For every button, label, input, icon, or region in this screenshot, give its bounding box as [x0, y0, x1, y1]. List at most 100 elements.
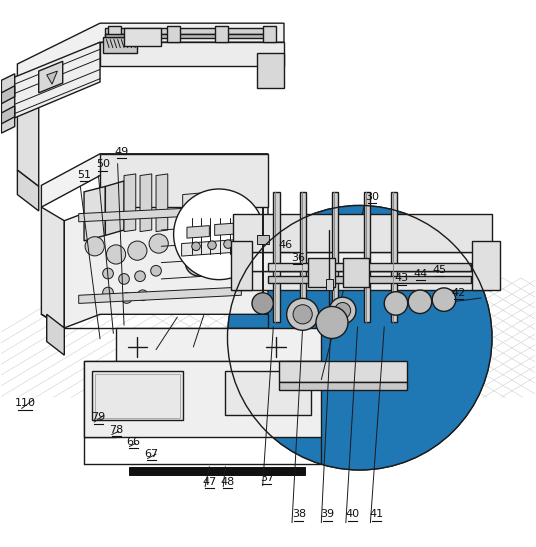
Circle shape — [252, 293, 273, 314]
Polygon shape — [215, 222, 248, 235]
Polygon shape — [167, 26, 180, 42]
Polygon shape — [225, 371, 311, 415]
Text: 51: 51 — [77, 170, 91, 180]
Circle shape — [85, 237, 105, 256]
Polygon shape — [343, 258, 369, 287]
Polygon shape — [7, 42, 100, 121]
Polygon shape — [140, 174, 152, 231]
Polygon shape — [183, 191, 225, 234]
Polygon shape — [215, 26, 228, 42]
Polygon shape — [92, 371, 183, 421]
Polygon shape — [103, 37, 137, 53]
Text: 46: 46 — [278, 240, 292, 250]
Polygon shape — [273, 192, 280, 323]
Circle shape — [149, 234, 168, 253]
Text: 49: 49 — [114, 147, 129, 156]
Circle shape — [287, 298, 319, 330]
Circle shape — [334, 302, 351, 318]
Text: 38: 38 — [292, 509, 306, 520]
Circle shape — [408, 290, 431, 313]
Text: 50: 50 — [96, 159, 110, 169]
Circle shape — [151, 265, 161, 276]
Polygon shape — [308, 258, 334, 287]
Text: 39: 39 — [321, 509, 335, 520]
Text: 40: 40 — [345, 509, 359, 520]
Text: 45: 45 — [433, 265, 447, 275]
Circle shape — [191, 254, 207, 271]
Polygon shape — [156, 174, 168, 231]
Circle shape — [227, 206, 492, 470]
Polygon shape — [268, 276, 471, 283]
Polygon shape — [64, 207, 268, 328]
Polygon shape — [106, 34, 271, 38]
Polygon shape — [233, 252, 492, 271]
Polygon shape — [106, 34, 137, 37]
Circle shape — [316, 306, 348, 339]
Polygon shape — [106, 27, 271, 34]
Polygon shape — [108, 26, 121, 42]
Polygon shape — [279, 382, 407, 391]
Polygon shape — [84, 187, 106, 241]
Text: 44: 44 — [413, 269, 428, 279]
Polygon shape — [225, 328, 268, 355]
Circle shape — [135, 271, 145, 282]
Polygon shape — [233, 271, 492, 290]
Polygon shape — [2, 74, 14, 133]
Polygon shape — [106, 181, 124, 235]
Polygon shape — [17, 82, 39, 187]
Polygon shape — [2, 106, 14, 124]
Polygon shape — [100, 42, 284, 66]
Circle shape — [107, 245, 125, 264]
Polygon shape — [263, 26, 276, 42]
Polygon shape — [230, 241, 252, 290]
Polygon shape — [472, 241, 500, 290]
Text: 30: 30 — [365, 191, 379, 202]
Text: 36: 36 — [291, 253, 305, 263]
Polygon shape — [41, 207, 64, 328]
Polygon shape — [233, 214, 492, 252]
Text: 79: 79 — [91, 412, 106, 422]
Text: 37: 37 — [260, 473, 274, 483]
Circle shape — [293, 305, 312, 324]
Circle shape — [103, 268, 114, 279]
Text: 47: 47 — [202, 477, 217, 487]
Polygon shape — [124, 174, 136, 231]
Text: 43: 43 — [394, 274, 408, 283]
Polygon shape — [124, 27, 161, 46]
Circle shape — [208, 241, 217, 249]
Circle shape — [384, 292, 408, 315]
Polygon shape — [84, 360, 321, 437]
Polygon shape — [391, 192, 397, 323]
Polygon shape — [187, 225, 210, 238]
Polygon shape — [47, 315, 64, 355]
Polygon shape — [100, 154, 268, 207]
Text: 66: 66 — [126, 437, 140, 446]
Circle shape — [174, 189, 264, 280]
Text: 41: 41 — [369, 509, 383, 520]
Polygon shape — [300, 192, 307, 323]
Circle shape — [103, 287, 114, 298]
Polygon shape — [257, 53, 284, 89]
Circle shape — [329, 297, 356, 324]
Polygon shape — [79, 287, 241, 304]
Circle shape — [128, 241, 147, 260]
Polygon shape — [279, 360, 407, 382]
Text: 78: 78 — [109, 424, 123, 434]
Circle shape — [224, 240, 232, 248]
Polygon shape — [84, 360, 116, 437]
Polygon shape — [2, 86, 14, 104]
Polygon shape — [47, 71, 57, 84]
Text: 42: 42 — [452, 288, 466, 298]
Circle shape — [137, 290, 148, 301]
Polygon shape — [325, 279, 333, 290]
Circle shape — [227, 206, 492, 470]
Polygon shape — [182, 238, 257, 256]
Polygon shape — [268, 263, 471, 271]
Polygon shape — [129, 467, 306, 475]
Circle shape — [432, 288, 456, 311]
Circle shape — [192, 242, 200, 251]
Polygon shape — [116, 328, 321, 360]
Circle shape — [118, 274, 129, 284]
Polygon shape — [17, 23, 284, 82]
Text: 48: 48 — [220, 477, 235, 487]
